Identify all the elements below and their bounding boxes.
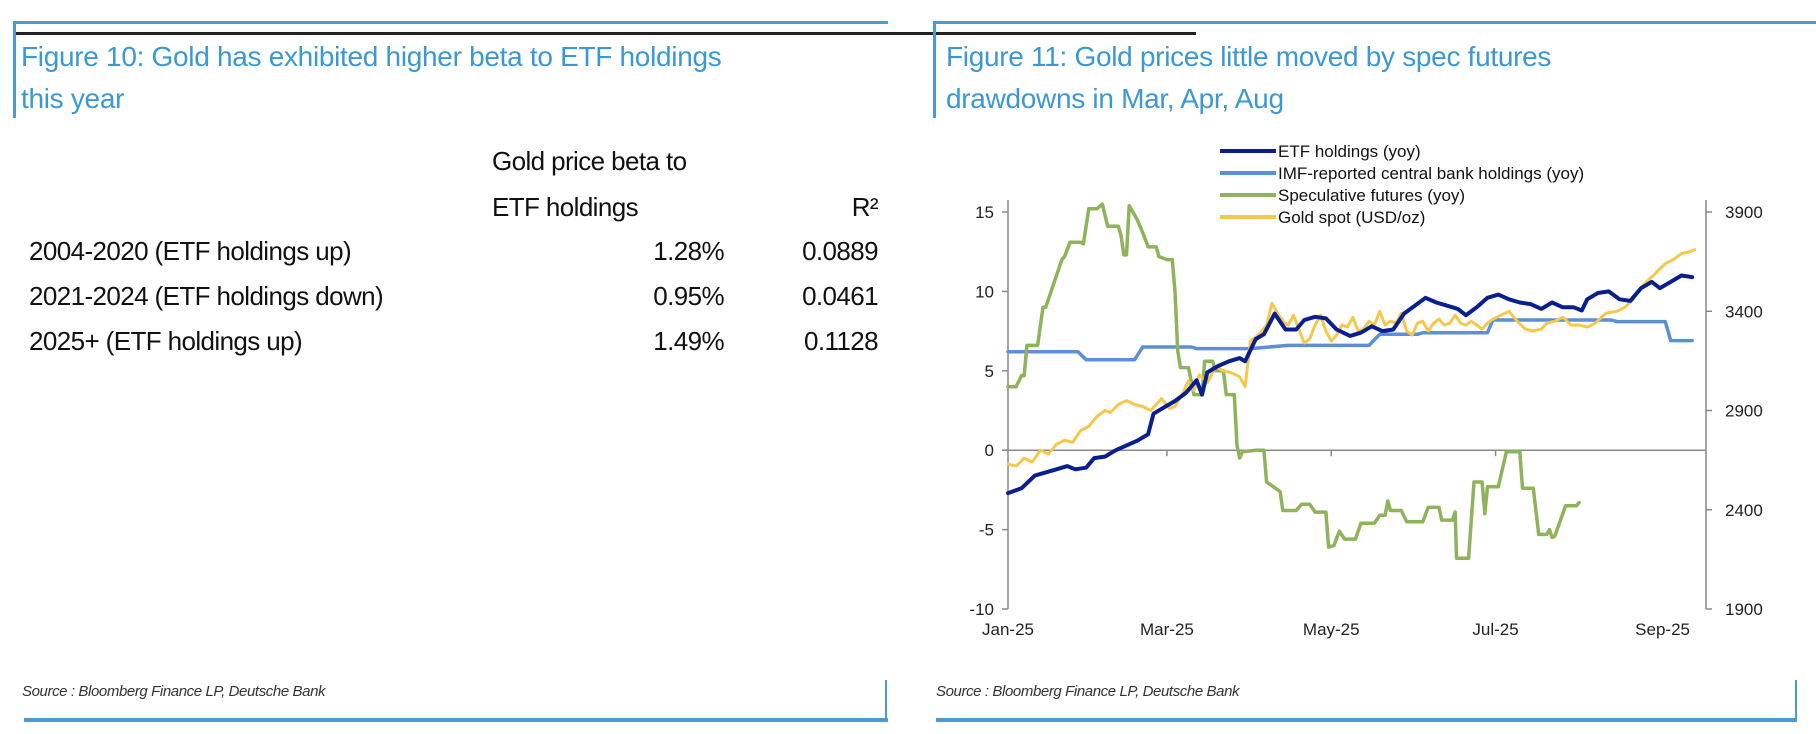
header-r2: R² xyxy=(851,192,879,222)
legend-label: Speculative futures (yoy) xyxy=(1278,186,1465,205)
chart-axes: -10 -5 0 5 10 15 1900 2400 2900 3400 3900 Jan-25 Mar… xyxy=(969,200,1763,639)
series-line-spec xyxy=(1006,202,1581,560)
x-tick-label: Sep-25 xyxy=(1635,620,1690,639)
figure-11-left-rule xyxy=(933,21,936,118)
legend-item: ETF holdings (yoy) xyxy=(1220,142,1421,161)
row-beta: 1.28% xyxy=(653,236,724,266)
x-tick-label: Jul-25 xyxy=(1472,620,1518,639)
header-beta-line1: Gold price beta to xyxy=(492,146,687,176)
legend-item: IMF-reported central bank holdings (yoy) xyxy=(1220,164,1584,183)
y-right-tick-label: 2900 xyxy=(1725,402,1763,421)
row-r2: 0.0889 xyxy=(802,236,879,266)
legend-item: Speculative futures (yoy) xyxy=(1220,186,1465,205)
figure-11-black-rule xyxy=(900,32,1196,35)
x-tick-label: Jan-25 xyxy=(982,620,1034,639)
legend-label: IMF-reported central bank holdings (yoy) xyxy=(1278,164,1584,183)
y-left-tick-label: -10 xyxy=(969,600,994,619)
y-right-tick-label: 1900 xyxy=(1725,600,1763,619)
row-r2: 0.0461 xyxy=(802,281,879,311)
legend-item: Gold spot (USD/oz) xyxy=(1220,208,1425,227)
figure-11-top-rule xyxy=(934,21,1816,24)
figure-10-source: Source : Bloomberg Finance LP, Deutsche … xyxy=(22,683,326,700)
figure-10-top-rule xyxy=(13,21,888,24)
y-left-tick-label: 0 xyxy=(985,441,994,460)
figure-11-right-rule xyxy=(1795,680,1797,718)
figure-11-bottom-rule xyxy=(936,718,1797,722)
figure-10-bottom-rule xyxy=(24,718,888,722)
header-beta-line2: ETF holdings xyxy=(492,192,639,222)
row-period: 2021-2024 (ETF holdings down) xyxy=(29,281,384,311)
figure-11-panel: Figure 11: Gold prices little moved by s… xyxy=(900,0,1816,734)
series-line-etf xyxy=(1006,273,1695,496)
figure-10-panel: Figure 10: Gold has exhibited higher bet… xyxy=(0,0,900,734)
figure-11-source: Source : Bloomberg Finance LP, Deutsche … xyxy=(936,683,1240,700)
row-period: 2004-2020 (ETF holdings up) xyxy=(29,236,352,266)
figure-11-title: Figure 11: Gold prices little moved by s… xyxy=(946,36,1551,120)
figure-10-left-rule xyxy=(13,21,16,118)
y-right-tick-label: 3400 xyxy=(1725,302,1763,321)
legend-label: Gold spot (USD/oz) xyxy=(1278,208,1425,227)
figure-10-right-rule xyxy=(885,680,887,718)
y-right-tick-label: 3900 xyxy=(1725,203,1763,222)
row-beta: 0.95% xyxy=(653,281,724,311)
row-period: 2025+ (ETF holdings up) xyxy=(29,326,303,356)
figure-11-title-line2: drawdowns in Mar, Apr, Aug xyxy=(946,83,1284,114)
y-left-tick-label: 15 xyxy=(975,203,994,222)
y-left-tick-label: -5 xyxy=(979,521,994,540)
series-line-imf xyxy=(1006,318,1694,362)
figure-11-title-line1: Figure 11: Gold prices little moved by s… xyxy=(946,41,1552,72)
row-beta: 1.49% xyxy=(653,326,724,356)
y-left-tick-label: 10 xyxy=(975,282,994,301)
chart-legend: ETF holdings (yoy) IMF-reported central b… xyxy=(1220,142,1584,227)
y-right-tick-label: 2400 xyxy=(1725,501,1763,520)
row-r2: 0.1128 xyxy=(804,326,879,356)
figure-10-black-rule xyxy=(13,32,900,35)
figure-11-chart: -10 -5 0 5 10 15 1900 2400 2900 3400 3900 Jan-25 Mar… xyxy=(969,142,1763,639)
x-tick-label: May-25 xyxy=(1303,620,1360,639)
legend-label: ETF holdings (yoy) xyxy=(1278,142,1421,161)
series-line-gold xyxy=(1006,248,1697,468)
figure-10-title-line1: Figure 10: Gold has exhibited higher bet… xyxy=(21,41,722,72)
figure-10-title: Figure 10: Gold has exhibited higher bet… xyxy=(21,36,722,120)
x-tick-label: Mar-25 xyxy=(1140,620,1194,639)
y-left-tick-label: 5 xyxy=(985,362,994,381)
figure-10-title-line2: this year xyxy=(21,83,125,114)
chart-series xyxy=(1006,202,1697,560)
